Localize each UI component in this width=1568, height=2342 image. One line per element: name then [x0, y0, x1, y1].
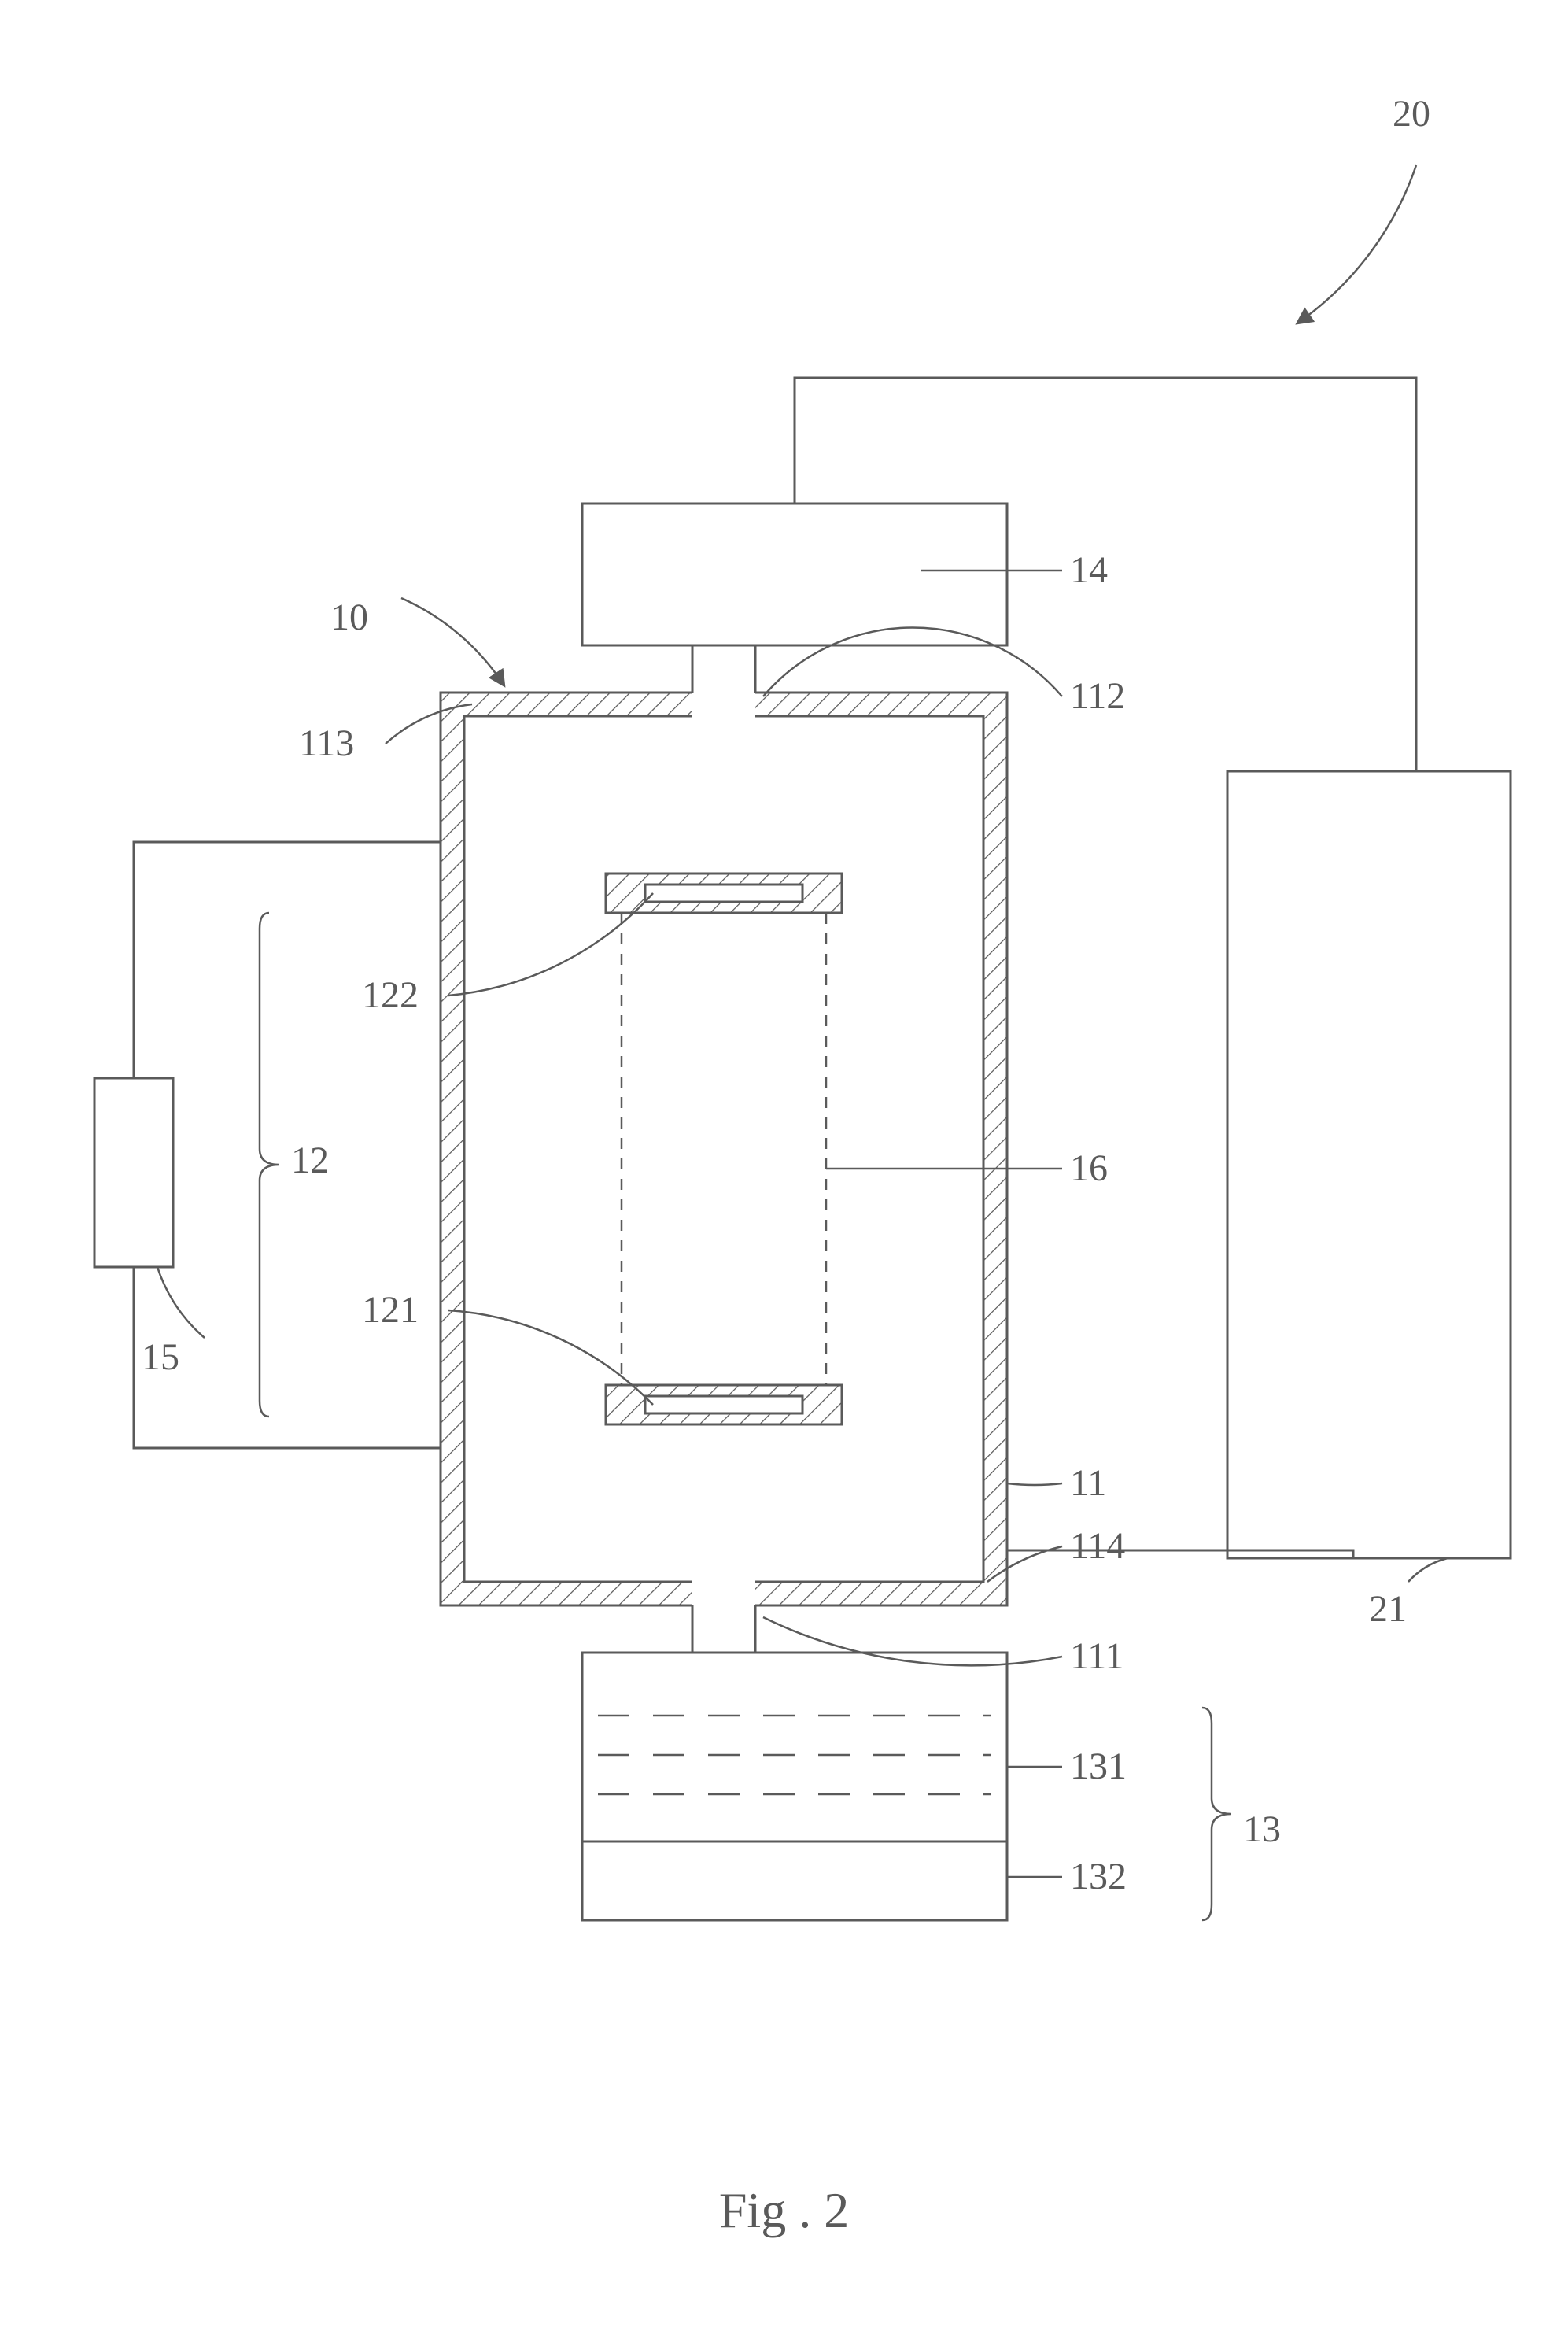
ref-131: 131	[1070, 1745, 1127, 1787]
ref-132: 132	[1070, 1856, 1127, 1897]
ref-111: 111	[1070, 1635, 1123, 1677]
block-14	[582, 504, 1007, 645]
ref-113: 113	[299, 722, 354, 764]
figure-caption: Fig . 2	[719, 2182, 849, 2238]
ref-15: 15	[142, 1336, 179, 1378]
ref-13: 13	[1243, 1808, 1281, 1850]
ref-122: 122	[362, 974, 419, 1016]
ref-11: 11	[1070, 1462, 1106, 1504]
block-21	[1227, 771, 1511, 1558]
ref-121: 121	[362, 1289, 419, 1331]
ref-14: 14	[1070, 549, 1108, 591]
ref-16: 16	[1070, 1147, 1108, 1189]
wire-12-top	[134, 842, 441, 1078]
ref-112: 112	[1070, 675, 1125, 717]
ref-21: 21	[1369, 1588, 1407, 1630]
ref-114: 114	[1070, 1525, 1125, 1567]
ref-20: 20	[1393, 93, 1430, 135]
block-15	[94, 1078, 173, 1267]
ref-12: 12	[291, 1140, 329, 1181]
ref-10: 10	[330, 597, 368, 638]
block-13	[582, 1653, 1007, 1920]
